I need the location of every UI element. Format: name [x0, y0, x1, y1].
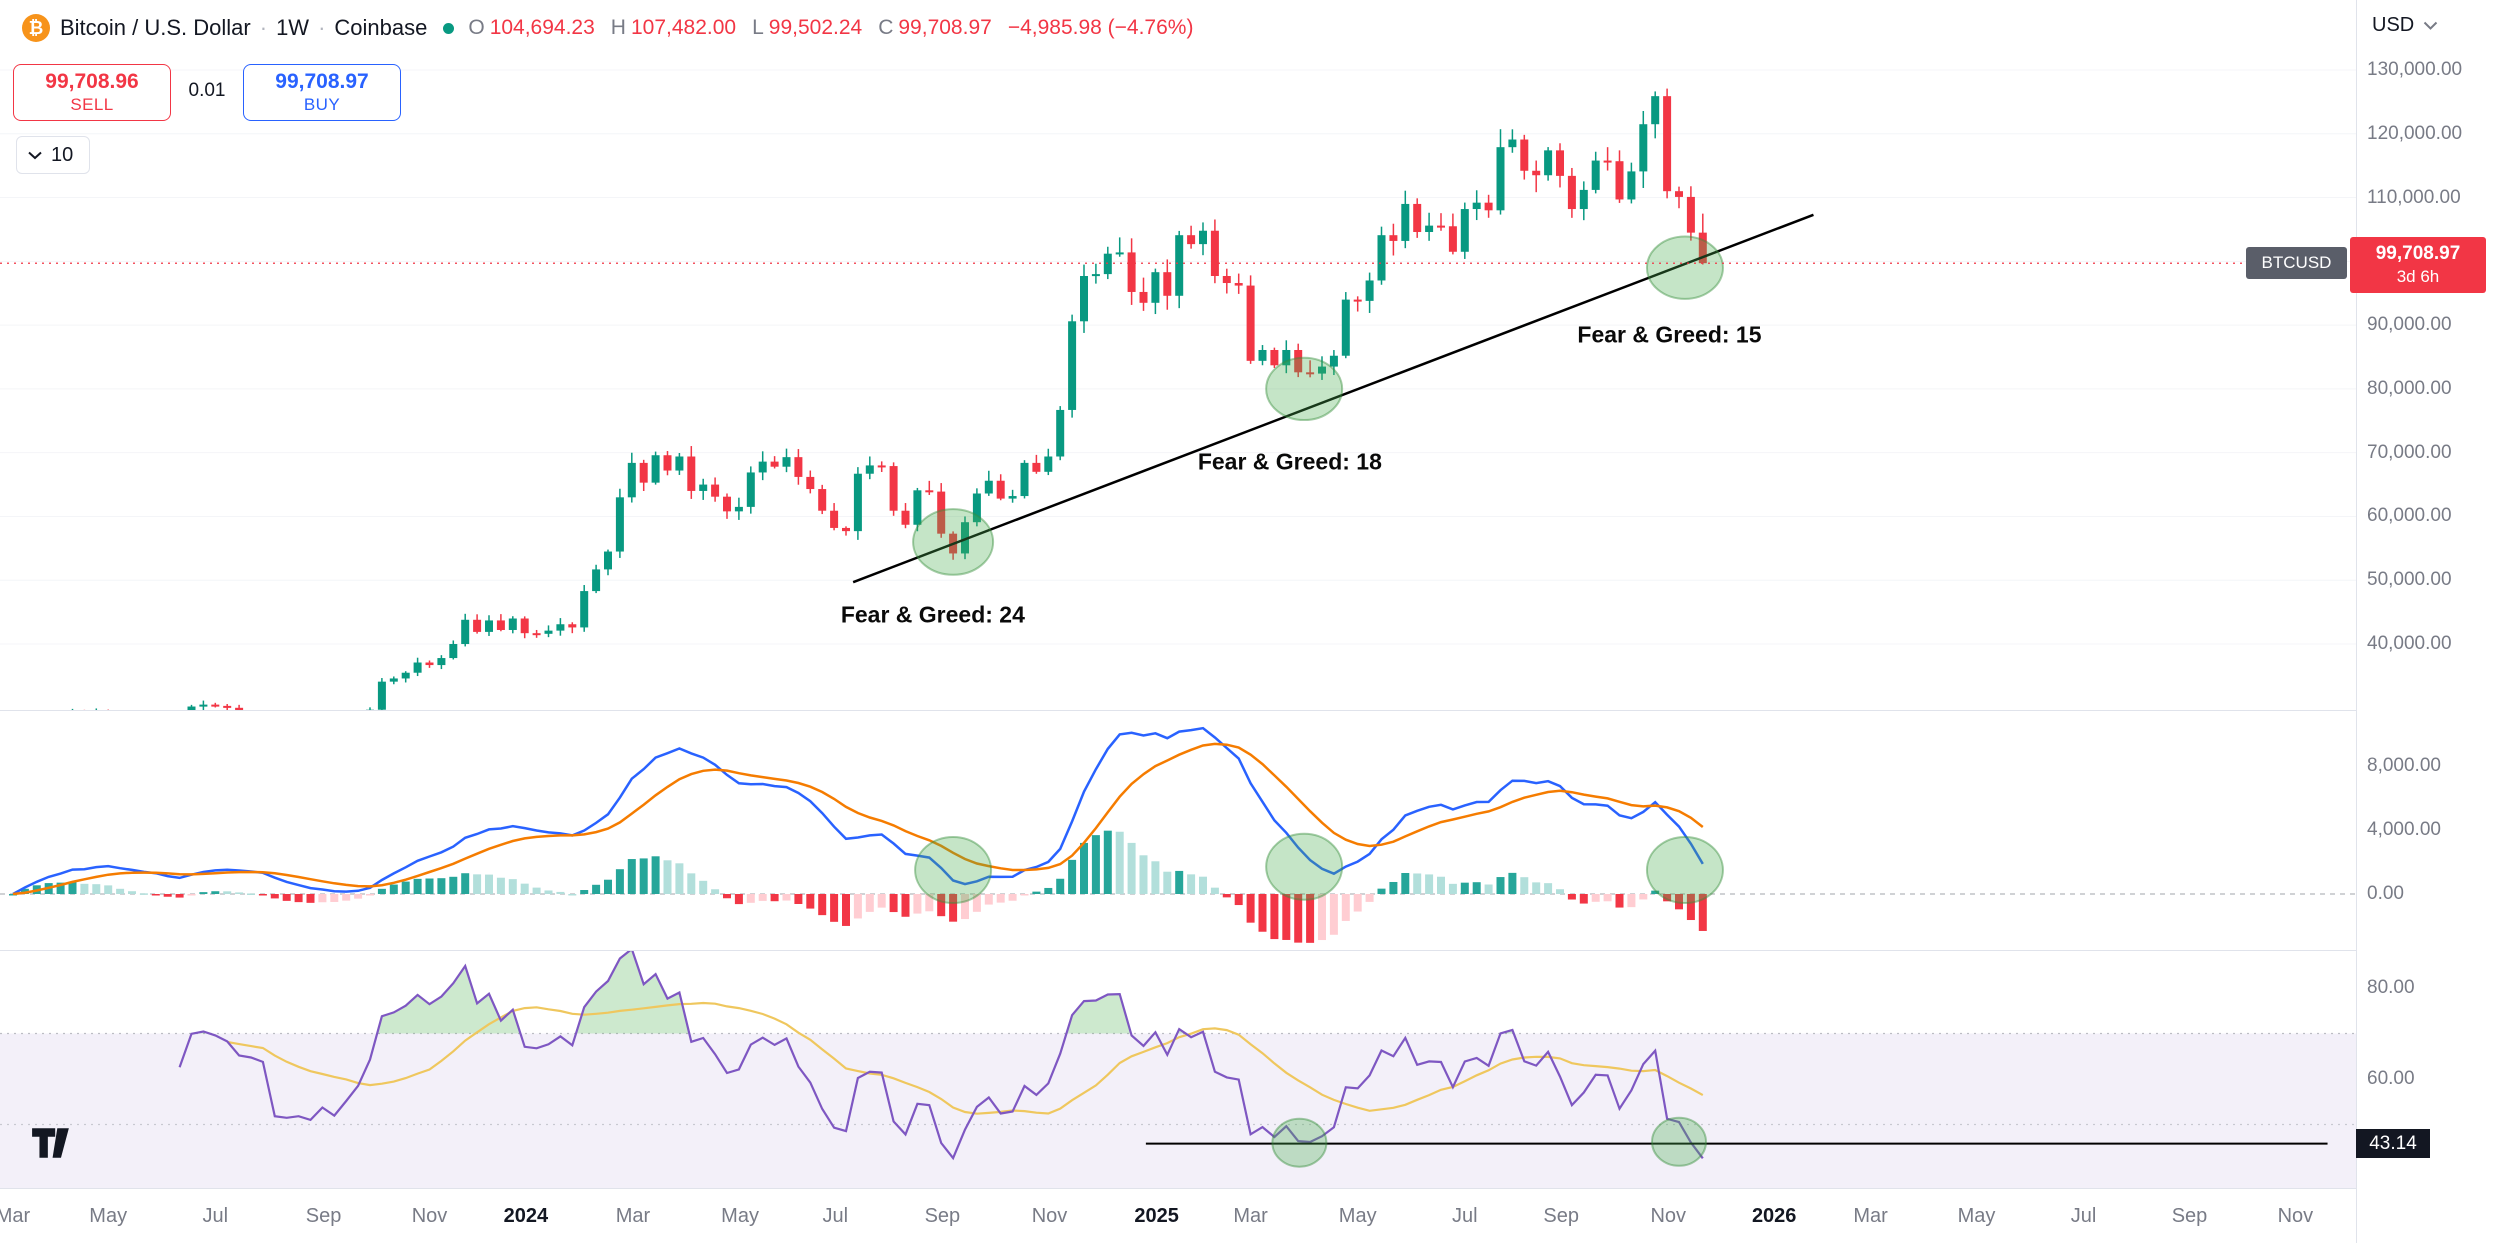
buy-price: 99,708.97	[275, 70, 369, 94]
time-axis[interactable]: Mar May Jul Sep Nov 2024 Mar May Jul Sep Nov 2025 Ma…	[0, 1189, 2356, 1243]
time-axis-label: May	[721, 1205, 759, 1227]
price-axis-label: 110,000.00	[2367, 186, 2461, 208]
symbol-title[interactable]: Bitcoin / U.S. Dollar · 1W · Coinbase	[60, 15, 427, 41]
price-axis-label: 70,000.00	[2367, 441, 2452, 463]
quantity-dropdown[interactable]: 10	[16, 136, 91, 174]
pane-separator[interactable]	[0, 710, 2500, 711]
price-axis-label: 130,000.00	[2367, 59, 2463, 80]
buy-button[interactable]: 99,708.97 BUY	[243, 64, 401, 121]
time-axis-label: 2025	[1134, 1205, 1179, 1227]
separator-dot: ·	[318, 15, 326, 40]
sell-button[interactable]: 99,708.96 SELL	[13, 64, 171, 121]
macd-axis-label: 8,000.00	[2367, 755, 2441, 776]
fear-greed-annotation[interactable]: Fear & Greed: 24	[840, 601, 1025, 628]
price-axis-label: 80,000.00	[2367, 377, 2452, 399]
chevron-down-icon	[2424, 21, 2438, 30]
current-price: 99,708.97	[2375, 242, 2461, 264]
separator-dot: ·	[259, 15, 268, 40]
trade-panel: 99,708.96 SELL 99,708.97 BUY	[13, 64, 401, 121]
bar-countdown: 3d 6h	[2396, 267, 2440, 287]
pane-separator[interactable]	[0, 950, 2500, 951]
sell-price: 99,708.96	[45, 70, 139, 94]
symbol-price-tag: BTCUSD	[2246, 247, 2347, 279]
time-axis-label: Sep	[1543, 1205, 1579, 1227]
time-axis-label: 2024	[503, 1205, 549, 1227]
open-value: O 104,694.23	[468, 16, 595, 39]
exchange-label: Coinbase	[334, 15, 428, 40]
rsi-axis-label: 60.00	[2367, 1068, 2415, 1089]
time-axis-label: Mar	[0, 1205, 31, 1227]
spread-value: 0.01	[188, 80, 226, 101]
time-axis-label: Jul	[1452, 1205, 1478, 1227]
time-axis-label: May	[1338, 1205, 1377, 1227]
close-value: C 99,708.97	[878, 16, 992, 39]
buy-label: BUY	[303, 94, 341, 114]
symbol-name: Bitcoin / U.S. Dollar	[60, 15, 251, 40]
time-axis-label: May	[89, 1205, 128, 1227]
low-value: L 99,502.24	[752, 16, 863, 39]
time-axis-label: Mar	[615, 1205, 651, 1227]
time-axis-label: Nov	[1650, 1205, 1687, 1227]
time-axis-label: Jul	[2070, 1205, 2097, 1227]
time-axis-label: Nov	[1031, 1205, 1068, 1227]
high-value: H 107,482.00	[610, 16, 737, 39]
time-axis-label: Sep	[924, 1205, 961, 1227]
macd-axis-label: 0.00	[2367, 883, 2404, 904]
bitcoin-icon: ₿	[22, 14, 50, 42]
currency-label: USD	[2372, 14, 2415, 36]
price-axis-label: 50,000.00	[2367, 569, 2452, 591]
price-axis-label: 90,000.00	[2367, 314, 2452, 336]
time-axis-label: Nov	[411, 1205, 448, 1227]
time-axis-label: Nov	[2277, 1205, 2314, 1227]
time-axis-label: May	[1957, 1205, 1996, 1227]
price-axis-label: 40,000.00	[2367, 633, 2452, 655]
rsi-axis-label: 80.00	[2367, 977, 2415, 998]
time-axis-label: 2026	[1751, 1205, 1797, 1227]
currency-selector[interactable]: USD	[2372, 14, 2438, 37]
time-axis-label: Mar	[1233, 1205, 1268, 1227]
sell-label: SELL	[70, 94, 114, 114]
time-axis-label: Mar	[1853, 1205, 1888, 1227]
price-axis[interactable]: 130,000.00 120,000.00 110,000.00 90,000.00 8…	[2356, 0, 2500, 1243]
chart-header: ₿ Bitcoin / U.S. Dollar · 1W · Coinbase …	[0, 0, 1193, 56]
tradingview-logo[interactable]	[30, 1126, 72, 1160]
current-price-badge[interactable]: 99,708.97 3d 6h	[2350, 237, 2486, 293]
chart-canvas[interactable]	[0, 0, 2356, 1189]
ohlc-readout: O 104,694.23 H 107,482.00 L 99,502.24 C 99,7…	[468, 16, 1193, 40]
price-axis-label: 120,000.00	[2367, 122, 2463, 144]
chevron-down-icon	[28, 151, 42, 159]
pane-separator	[0, 1188, 2500, 1189]
fear-greed-annotation[interactable]: Fear & Greed: 18	[1197, 448, 1382, 475]
rsi-value-label: 43.14	[2356, 1129, 2430, 1158]
market-status-icon	[443, 22, 455, 34]
interval-label: 1W	[276, 15, 310, 40]
time-axis-label: Jul	[822, 1205, 849, 1227]
change-value: −4,985.98 (−4.76%)	[1007, 16, 1194, 39]
fear-greed-annotation[interactable]: Fear & Greed: 15	[1577, 321, 1762, 348]
quantity-value: 10	[51, 143, 74, 166]
macd-axis-label: 4,000.00	[2367, 819, 2441, 840]
time-axis-label: Sep	[2171, 1205, 2208, 1227]
time-axis-label: Sep	[305, 1205, 342, 1227]
time-axis-label: Jul	[202, 1205, 229, 1227]
price-axis-label: 60,000.00	[2367, 505, 2452, 527]
